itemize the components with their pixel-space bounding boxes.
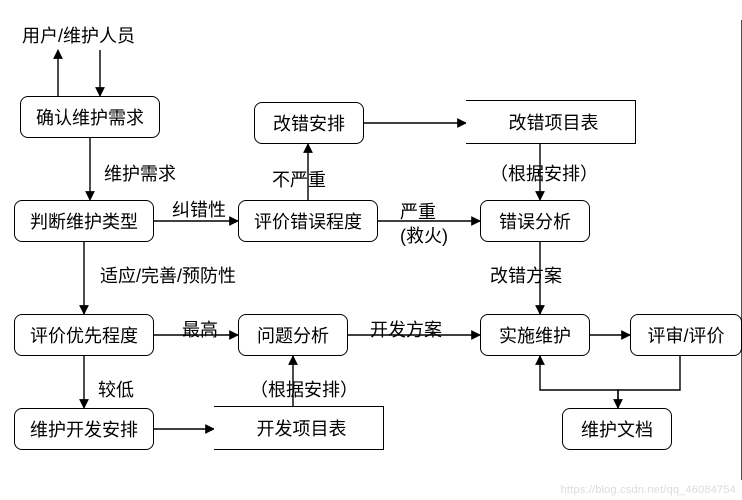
edge-label-dev_plan: 开发方案 [370,316,442,342]
watermark: https://blog.csdn.net/qq_46084754 [561,484,736,496]
node-eval_err: 评价错误程度 [238,200,378,242]
node-maint_doc: 维护文档 [562,408,672,450]
edge-label-not_severe: 不严重 [272,166,326,192]
node-confirm: 确认维护需求 [20,96,160,138]
edge-label-highest: 最高 [182,316,218,342]
edge-label-severe2: (救火) [400,222,448,248]
node-fix_arrange: 改错安排 [254,102,364,144]
edge-label-fix_plan: 改错方案 [490,262,562,288]
edge-label-need: 维护需求 [104,160,176,186]
node-fix_list: 改错项目表 [466,100,636,144]
edge-label-adaptive: 适应/完善/预防性 [100,262,236,288]
edge-17 [540,356,618,408]
edge-16 [618,356,680,408]
edge-label-severe1: 严重 [400,198,436,224]
node-problem: 问题分析 [238,314,348,356]
node-eval_priority: 评价优先程度 [14,314,154,356]
node-err_analysis: 错误分析 [480,200,590,242]
node-review: 评审/评价 [630,314,742,356]
edge-label-corrective: 纠错性 [172,196,226,222]
edge-label-lower: 较低 [98,376,134,402]
edge-label-by_sched2: （根据安排） [250,376,358,402]
node-judge: 判断维护类型 [14,200,154,242]
node-maint_sched: 维护开发安排 [14,408,154,450]
node-impl: 实施维护 [480,314,590,356]
node-user: 用户/维护人员 [22,22,135,48]
node-dev_list: 开发项目表 [214,406,384,450]
edge-label-by_sched1: （根据安排） [490,160,598,186]
